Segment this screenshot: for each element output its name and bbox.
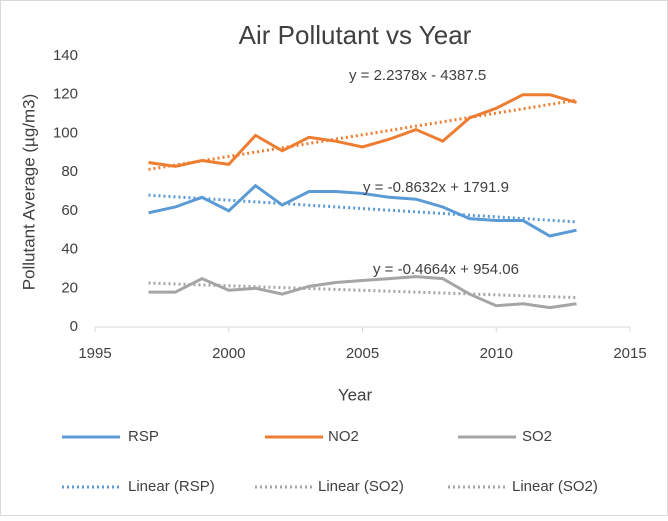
trendline-equation: y = -0.8632x + 1791.9 (363, 179, 509, 196)
y-tick-label: 140 (53, 47, 78, 64)
x-tick-label: 1995 (78, 345, 111, 362)
legend-label: Linear (SO2) (512, 478, 598, 495)
y-tick-label: 40 (61, 241, 78, 258)
x-tick-label: 2010 (480, 345, 513, 362)
y-tick-label: 0 (70, 318, 78, 335)
trendline-equation: y = -0.4664x + 954.06 (373, 261, 519, 278)
chart-title: Air Pollutant vs Year (239, 20, 472, 50)
legend-label: Linear (SO2) (318, 478, 404, 495)
trendline (148, 98, 577, 171)
legend-label: RSP (128, 428, 159, 445)
trendline-equation: y = 2.2378x - 4387.5 (349, 67, 486, 84)
line-series (148, 93, 577, 168)
trendline (148, 193, 577, 224)
x-tick-label: 2000 (212, 345, 245, 362)
line-series (148, 275, 577, 310)
y-tick-label: 100 (53, 124, 78, 141)
y-tick-label: 20 (61, 279, 78, 296)
y-tick-label: 60 (61, 202, 78, 219)
legend-label: Linear (RSP) (128, 478, 215, 495)
y-tick-label: 120 (53, 86, 78, 103)
y-tick-label: 80 (61, 163, 78, 180)
x-axis-label: Year (338, 385, 373, 404)
x-tick-label: 2015 (613, 345, 646, 362)
x-tick-label: 2005 (346, 345, 379, 362)
legend-label: SO2 (522, 428, 552, 445)
legend-label: NO2 (328, 428, 359, 445)
line-series (148, 183, 577, 238)
y-axis-label: Pollutant Average (µg/m3) (19, 94, 38, 291)
